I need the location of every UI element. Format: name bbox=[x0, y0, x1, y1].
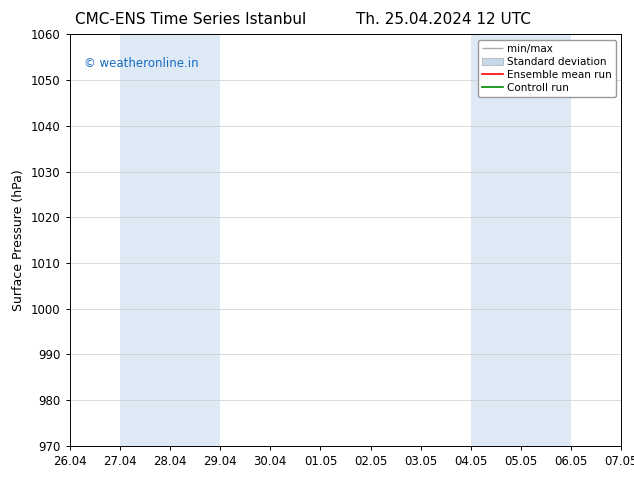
Text: © weatheronline.in: © weatheronline.in bbox=[84, 57, 198, 70]
Legend: min/max, Standard deviation, Ensemble mean run, Controll run: min/max, Standard deviation, Ensemble me… bbox=[478, 40, 616, 97]
Text: CMC-ENS Time Series Istanbul: CMC-ENS Time Series Istanbul bbox=[75, 12, 306, 27]
Bar bbox=[120, 34, 220, 446]
Text: Th. 25.04.2024 12 UTC: Th. 25.04.2024 12 UTC bbox=[356, 12, 531, 27]
Bar bbox=[621, 34, 634, 446]
Bar bbox=[471, 34, 571, 446]
Y-axis label: Surface Pressure (hPa): Surface Pressure (hPa) bbox=[13, 169, 25, 311]
